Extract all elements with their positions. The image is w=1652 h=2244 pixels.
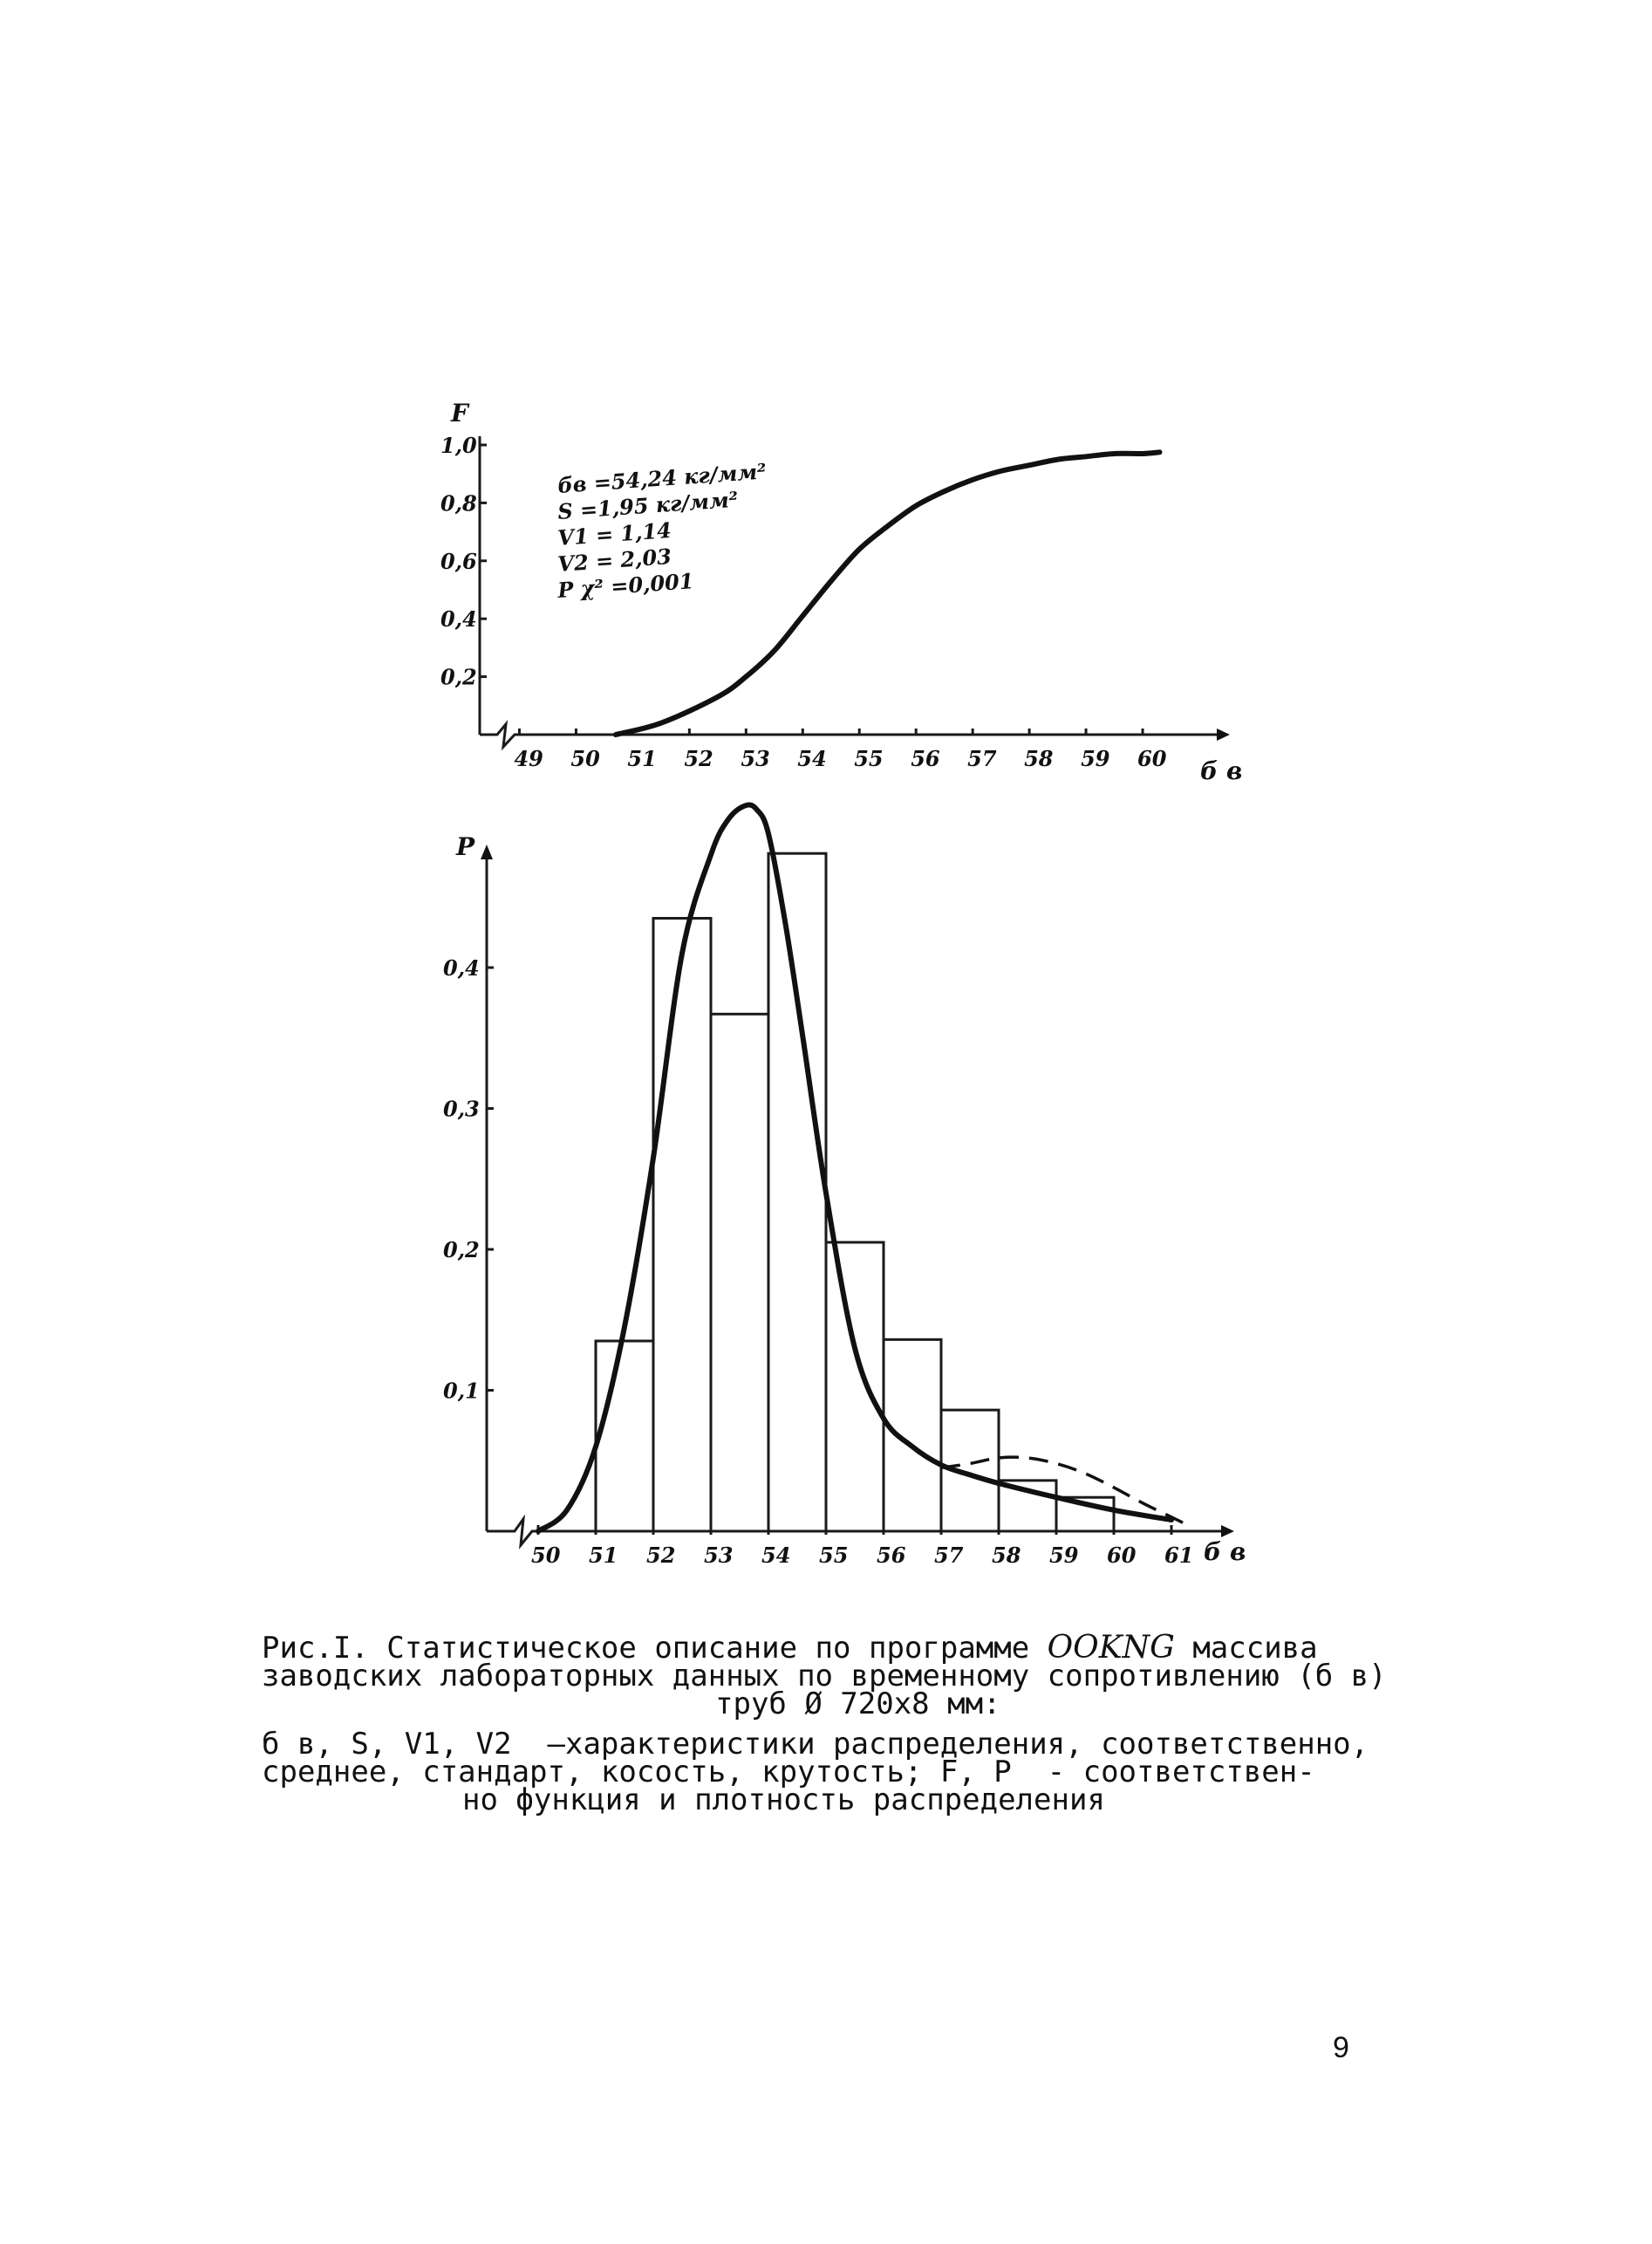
pdf-chart: P б в 50 51 52 53 54 55 56 57 58 59 60 61 0,4 0,3 0,2… [443,802,1246,1568]
histogram-bar [882,1338,943,1533]
pdf-y-arrow [481,845,493,859]
histogram-bar [709,1012,770,1533]
pdf-y-tick-label: 0,1 [443,1379,480,1404]
pdf-x-tick-label: 54 [761,1543,790,1568]
density-curve-dashed [940,1455,1190,1528]
caption-line-5: среднее, стандарт, косость, крутость; F,… [262,1755,1315,1789]
cdf-x-tick-label: 60 [1137,746,1167,771]
pdf-y-tick-label: 0,4 [443,955,480,981]
caption-program-name: OOKNG [1047,1630,1175,1666]
density-curve [536,802,1174,1534]
pdf-x-tick-label: 57 [934,1543,964,1568]
pdf-x-axis-label: б в [1204,1537,1246,1566]
cdf-y-tick-label: 1,0 [440,433,477,458]
pdf-x-tick-label: 60 [1107,1543,1137,1568]
cdf-y-tick-label: 0,8 [440,490,477,516]
page-number: 9 [1333,2031,1349,2064]
pdf-x-tick-label: 61 [1164,1543,1193,1568]
histogram-bar [767,852,828,1533]
caption-line-1-text-a: Рис.I. Статистическое описание по програ… [262,1631,1048,1666]
caption-line-1: Рис.I. Статистическое описание по програ… [262,1632,1396,1664]
caption-line-4: б в, S, V1, V2 –характеристики распредел… [262,1727,1369,1762]
caption-line-2: заводских лабораторных данных по временн… [262,1659,1387,1693]
cdf-x-tick-label: 59 [1081,746,1110,771]
cdf-x-tick-label: 51 [627,746,656,771]
cdf-x-tick-label: 50 [570,746,600,771]
pdf-y-tick-label: 0,2 [443,1237,480,1262]
cdf-y-tick-label: 0,6 [440,549,477,574]
caption-line-3: труб Ø 720х8 мм: [715,1686,1001,1721]
pdf-x-tick-label: 52 [646,1543,675,1568]
pdf-y-axis-label: P [455,832,475,861]
cdf-y-tick-label: 0,2 [440,665,477,690]
figure: F б в 49 50 51 52 53 54 55 56 57 58 59 60 1,0 0,8 0,6… [440,399,1246,1568]
pdf-x-arrow [1221,1525,1234,1537]
pdf-y-tick-label: 0,3 [443,1097,480,1122]
histogram-bar [997,1479,1058,1533]
histogram-bar [594,1339,655,1533]
cdf-x-tick-label: 55 [854,746,883,771]
histogram-bar [824,1241,885,1533]
cdf-x-tick-label: 49 [514,746,543,771]
cdf-x-tick-label: 54 [797,746,826,771]
cdf-x-arrow [1217,729,1230,741]
cdf-curve [612,449,1163,737]
cdf-x-tick-label: 52 [684,746,713,771]
pdf-x-tick-label: 59 [1049,1543,1079,1568]
pdf-x-tick-label: 50 [531,1543,561,1568]
cdf-x-tick-label: 56 [911,746,940,771]
cdf-x-axis-label: б в [1200,756,1242,785]
pdf-x-tick-label: 56 [877,1543,906,1568]
pdf-x-tick-label: 53 [704,1543,733,1568]
pdf-x-tick-label: 58 [992,1543,1021,1568]
caption-line-6: но функция и плотность распределения [462,1782,1105,1817]
figure-caption: Рис.I. Статистическое описание по програ… [262,1632,1396,1817]
cdf-x-tick-label: 58 [1024,746,1054,771]
cdf-chart: F б в 49 50 51 52 53 54 55 56 57 58 59 60 1,0 0,8 0,6… [440,399,1242,785]
cdf-x-tick-label: 53 [741,746,769,771]
cdf-x-tick-label: 57 [967,746,997,771]
pdf-x-tick-label: 55 [819,1543,848,1568]
cdf-y-axis-label: F [450,399,470,428]
histogram-bar [652,916,713,1533]
pdf-x-tick-label: 51 [589,1543,618,1568]
cdf-x-axis [480,720,1217,751]
cdf-y-tick-label: 0,4 [440,606,477,632]
caption-line-1-text-b: массива [1174,1631,1318,1666]
